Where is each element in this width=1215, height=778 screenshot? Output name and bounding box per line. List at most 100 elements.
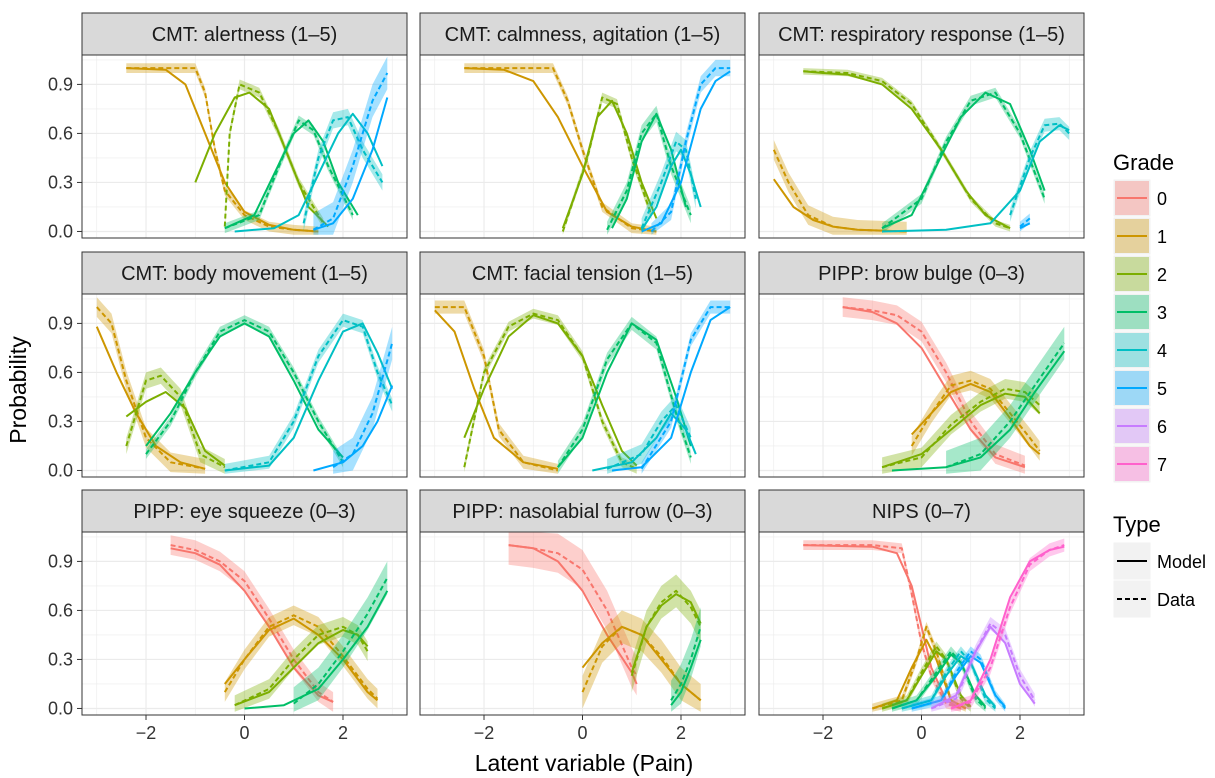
model-line [125, 391, 226, 467]
confidence-band [946, 326, 1065, 474]
data-line [650, 67, 731, 233]
confidence-band [671, 607, 701, 712]
legend-grade-label: 5 [1157, 379, 1167, 399]
plot-border [419, 293, 746, 478]
legend-grade-label: 6 [1157, 417, 1167, 437]
data-line [234, 625, 369, 707]
model-line [881, 392, 1041, 469]
data-line [945, 342, 1066, 469]
data-line [606, 404, 692, 470]
confidence-band [508, 532, 637, 696]
x-tick-label: 2 [338, 723, 348, 743]
gridlines [82, 532, 407, 715]
facet-title: CMT: alertness (1–5) [152, 24, 338, 46]
data-line [803, 544, 962, 710]
x-tick-label: −2 [136, 723, 157, 743]
series-grade-2 [463, 308, 638, 474]
confidence-band [313, 56, 388, 235]
data-line [293, 577, 389, 705]
model-line [842, 306, 1026, 469]
data-line [332, 342, 394, 469]
model-line [95, 326, 206, 470]
plot-border [758, 54, 1085, 239]
facet-strip [419, 251, 746, 295]
legend-grade-label: 2 [1157, 265, 1167, 285]
series-grade-4 [234, 108, 384, 233]
data-line [842, 306, 1026, 467]
y-tick-label: 0.9 [48, 551, 73, 571]
model-line [611, 306, 731, 472]
confidence-band [607, 105, 691, 235]
facet-panel: CMT: calmness, agitation (1–5) [419, 12, 746, 239]
series-grade-2 [881, 379, 1041, 474]
data-line [640, 140, 697, 229]
confidence-band [224, 605, 378, 709]
y-tick-label: 0.3 [48, 649, 73, 669]
legend: Grade Type 0 1 2 3 4 5 6 7 Model Data [1112, 150, 1206, 619]
plot-border [419, 54, 746, 239]
facet-title: CMT: body movement (1–5) [121, 263, 368, 285]
facet-title: PIPP: brow bulge (0–3) [818, 263, 1025, 285]
series-grade-5 [611, 300, 731, 474]
model-line [463, 314, 638, 467]
model-line [126, 67, 319, 233]
x-tick-label: −2 [813, 723, 834, 743]
model-line [194, 91, 329, 228]
data-line [96, 306, 206, 470]
confidence-band [931, 617, 1035, 712]
plot-border [81, 54, 408, 239]
gridlines [420, 532, 745, 715]
model-line [901, 655, 997, 710]
facet-title: PIPP: eye squeeze (0–3) [133, 501, 355, 523]
data-line [640, 306, 731, 470]
gridlines [759, 532, 1084, 715]
model-line [772, 178, 907, 233]
series-grade-1 [464, 63, 657, 235]
confidence-band [911, 370, 1040, 461]
plot-border [758, 293, 1085, 478]
gridlines [82, 294, 407, 477]
data-line [126, 67, 319, 233]
y-tick-label: 0.6 [48, 600, 73, 620]
data-line [463, 312, 638, 470]
series-grade-7 [950, 538, 1065, 712]
data-line [145, 319, 344, 463]
facet-panel: CMT: facial tension (1–5) [419, 251, 746, 478]
y-tick-label: 0.3 [48, 172, 73, 192]
model-line [611, 112, 687, 229]
series-grade-1 [223, 605, 379, 709]
x-tick-label: 2 [676, 723, 686, 743]
facet-title: CMT: respiratory response (1–5) [778, 24, 1065, 46]
x-tick-label: 2 [1015, 723, 1025, 743]
series-grade-1 [126, 63, 319, 235]
x-tick-label: 0 [577, 723, 587, 743]
legend-grade-title: Grade [1113, 150, 1174, 175]
series-grade-3 [891, 326, 1066, 474]
data-line [434, 306, 559, 472]
facet-strip [758, 489, 1085, 533]
facet-title: CMT: calmness, agitation (1–5) [445, 24, 721, 46]
series-grade-2 [630, 574, 702, 693]
facet-panel: CMT: alertness (1–5) 0.0 0.3 0.6 0.9 [48, 12, 408, 241]
series-grade-2 [803, 68, 1011, 232]
series-grade-5 [641, 59, 731, 235]
data-line [881, 387, 1041, 469]
series-grade-5 [911, 646, 1007, 712]
series-grade-3 [606, 105, 692, 235]
legend-grade-label: 0 [1157, 189, 1167, 209]
series-grade-4 [882, 117, 1070, 233]
facet-strip [81, 12, 408, 56]
series-grade-1 [434, 300, 559, 474]
series-grade-3 [244, 561, 389, 712]
series-grade-1 [910, 370, 1041, 461]
model-line [891, 350, 1066, 472]
facet-strip [419, 489, 746, 533]
legend-type-title: Type [1113, 512, 1161, 537]
model-line [145, 322, 344, 459]
data-line [881, 645, 972, 710]
data-line [891, 650, 987, 710]
data-line [561, 96, 653, 232]
data-line [508, 544, 638, 677]
data-line [224, 119, 354, 230]
